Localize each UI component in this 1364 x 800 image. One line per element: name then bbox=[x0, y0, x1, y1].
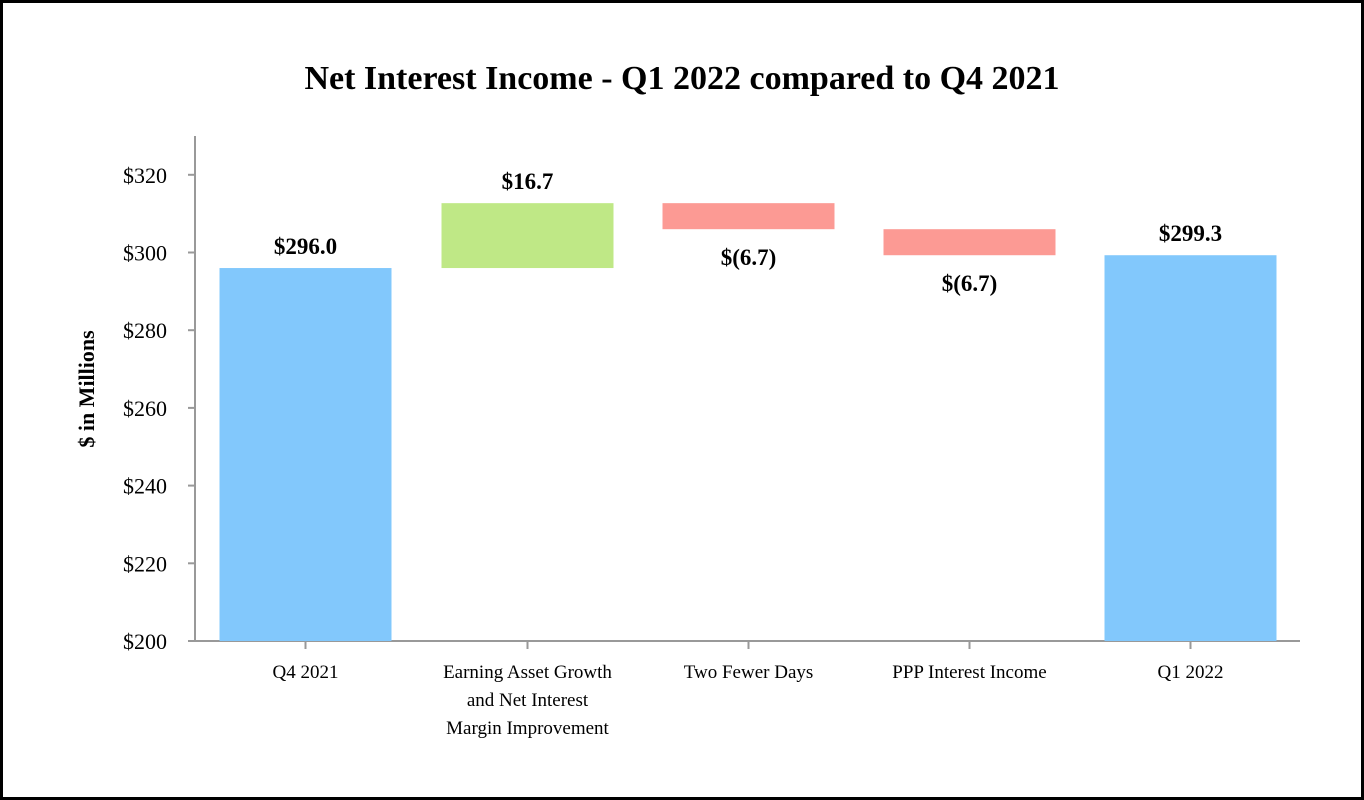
bar-decrease bbox=[662, 203, 835, 230]
bar-decrease bbox=[883, 229, 1056, 256]
y-tick-label: $200 bbox=[123, 629, 167, 654]
data-label: $16.7 bbox=[502, 169, 554, 194]
x-tick-label: Two Fewer Days bbox=[684, 662, 814, 683]
y-tick-label: $240 bbox=[123, 474, 167, 499]
data-label: $(6.7) bbox=[942, 271, 998, 296]
y-tick-label: $260 bbox=[123, 396, 167, 421]
bar-increase bbox=[441, 203, 614, 269]
bar-total bbox=[1104, 255, 1277, 642]
x-tick-label: Q4 2021 bbox=[273, 662, 339, 683]
y-tick-label: $220 bbox=[123, 551, 167, 576]
bar-total bbox=[219, 268, 392, 641]
y-tick-label: $280 bbox=[123, 318, 167, 343]
data-label: $299.3 bbox=[1159, 221, 1222, 246]
y-tick-label: $300 bbox=[123, 241, 167, 266]
x-tick-label: PPP Interest Income bbox=[892, 662, 1046, 683]
data-label: $(6.7) bbox=[721, 245, 777, 270]
data-label: $296.0 bbox=[274, 234, 337, 259]
x-tick-label: Q1 2022 bbox=[1158, 662, 1224, 683]
y-axis-title: $ in Millions bbox=[74, 330, 99, 448]
x-tick-label: Earning Asset Growth and Net Interest Marg… bbox=[443, 662, 612, 739]
chart-title: Net Interest Income - Q1 2022 compared t… bbox=[304, 60, 1060, 97]
y-tick-label: $320 bbox=[123, 163, 167, 188]
